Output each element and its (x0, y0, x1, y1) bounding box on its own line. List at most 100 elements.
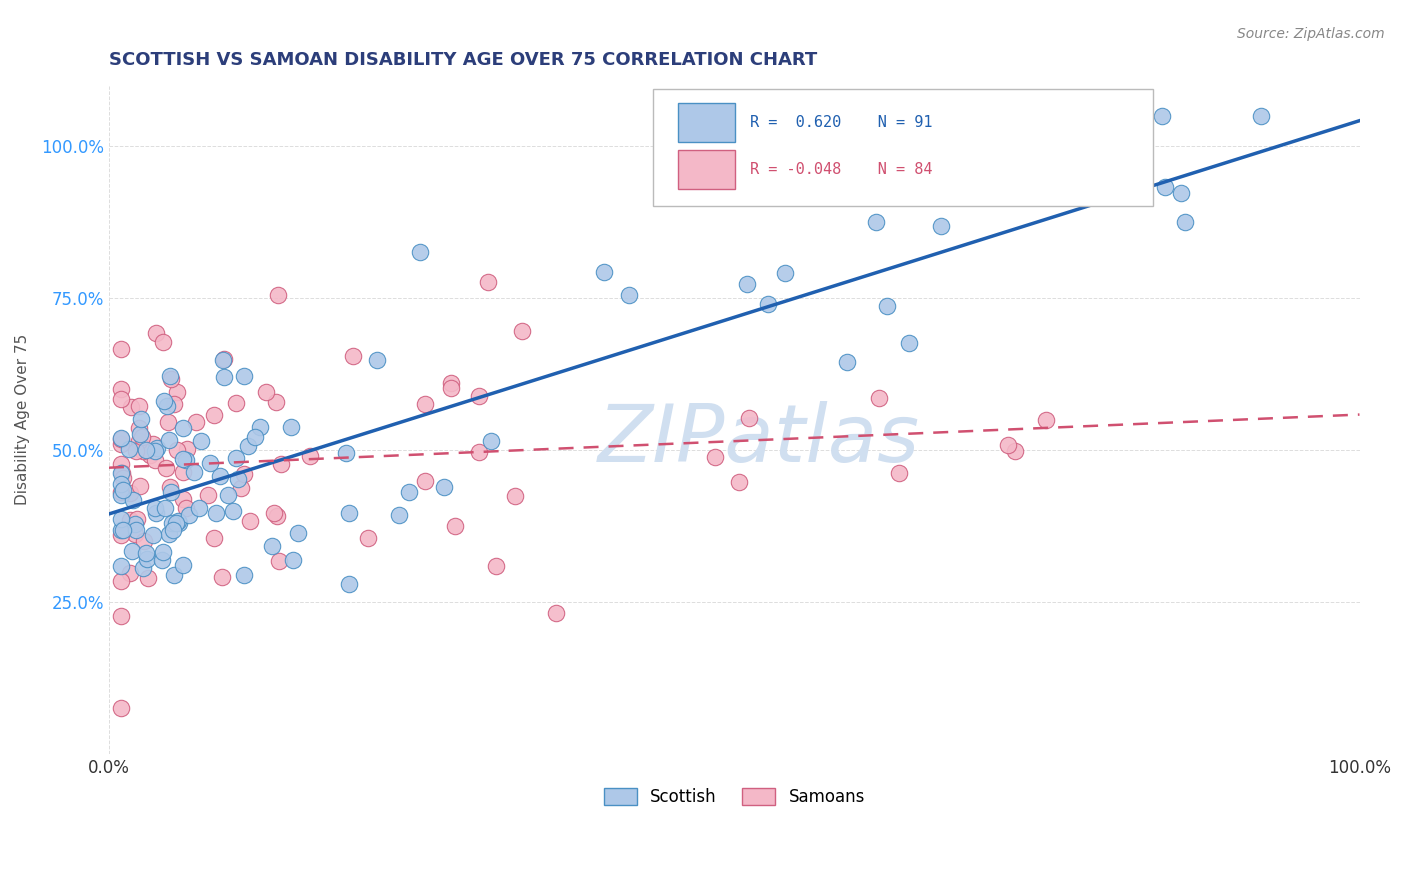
Point (229, 481, 252, 495)
Point (187, 501, 209, 516)
Point (1064, 172, 1087, 186)
Point (110, 437, 132, 451)
Point (143, 453, 166, 467)
Point (443, 519, 465, 533)
Point (131, 444, 153, 458)
Text: Source: ZipAtlas.com: Source: ZipAtlas.com (1237, 27, 1385, 41)
FancyBboxPatch shape (678, 150, 735, 189)
Point (172, 558, 194, 572)
Point (152, 545, 174, 559)
Point (225, 395, 247, 409)
Point (467, 389, 489, 403)
Point (1152, 109, 1174, 123)
Point (440, 381, 463, 395)
Point (335, 445, 357, 459)
Point (211, 353, 233, 368)
Point (512, 324, 534, 338)
Point (245, 430, 267, 444)
Point (931, 219, 953, 234)
Point (110, 342, 132, 356)
Point (264, 394, 287, 409)
Point (837, 355, 859, 369)
Point (110, 477, 132, 491)
Point (143, 444, 166, 458)
Point (1154, 179, 1177, 194)
Point (544, 606, 567, 620)
Point (263, 506, 285, 520)
Point (172, 421, 194, 435)
Point (202, 531, 225, 545)
Point (176, 453, 198, 467)
Point (111, 466, 134, 480)
Point (298, 449, 321, 463)
Point (120, 400, 142, 414)
Point (202, 408, 225, 422)
Point (266, 508, 288, 523)
Point (254, 385, 277, 400)
Point (728, 475, 751, 489)
Point (128, 478, 150, 492)
Point (1035, 413, 1057, 427)
Point (477, 275, 499, 289)
Point (1004, 444, 1026, 458)
Point (184, 416, 207, 430)
Point (176, 500, 198, 515)
Point (120, 513, 142, 527)
Point (162, 523, 184, 537)
Point (172, 465, 194, 479)
Point (129, 427, 152, 442)
Point (433, 480, 456, 494)
FancyBboxPatch shape (652, 89, 1153, 206)
Point (479, 434, 502, 448)
Point (153, 501, 176, 516)
Point (131, 430, 153, 444)
Point (110, 431, 132, 445)
Point (166, 516, 188, 530)
Point (146, 441, 169, 455)
Point (110, 528, 132, 542)
Point (155, 461, 177, 475)
Point (150, 552, 173, 566)
Point (160, 516, 183, 531)
Point (239, 514, 262, 528)
Point (270, 457, 292, 471)
Point (118, 442, 141, 456)
Point (118, 485, 141, 500)
Text: SCOTTISH VS SAMOAN DISABILITY AGE OVER 75 CORRELATION CHART: SCOTTISH VS SAMOAN DISABILITY AGE OVER 7… (110, 51, 817, 69)
Text: R = -0.048    N = 84: R = -0.048 N = 84 (751, 161, 934, 177)
Point (704, 450, 727, 465)
Point (868, 391, 890, 405)
Point (773, 267, 796, 281)
Point (112, 483, 135, 497)
Point (135, 546, 157, 560)
Point (110, 609, 132, 624)
Point (163, 397, 186, 411)
Point (233, 467, 256, 482)
Point (190, 434, 212, 448)
Point (413, 474, 436, 488)
Point (124, 526, 146, 541)
Point (110, 512, 132, 526)
Point (197, 487, 219, 501)
Point (120, 566, 142, 580)
Point (212, 370, 235, 384)
Point (110, 574, 132, 589)
Point (110, 558, 132, 573)
Point (159, 369, 181, 384)
Point (593, 265, 616, 279)
Point (267, 288, 290, 302)
Point (153, 394, 176, 409)
Point (110, 432, 132, 446)
Point (135, 552, 157, 566)
Point (110, 488, 132, 502)
Point (865, 215, 887, 229)
Point (997, 438, 1019, 452)
Point (110, 457, 132, 471)
FancyBboxPatch shape (678, 103, 735, 143)
Point (1174, 215, 1197, 229)
Point (157, 526, 180, 541)
Point (159, 480, 181, 494)
Point (233, 568, 256, 582)
Point (152, 334, 174, 349)
Point (485, 558, 508, 573)
